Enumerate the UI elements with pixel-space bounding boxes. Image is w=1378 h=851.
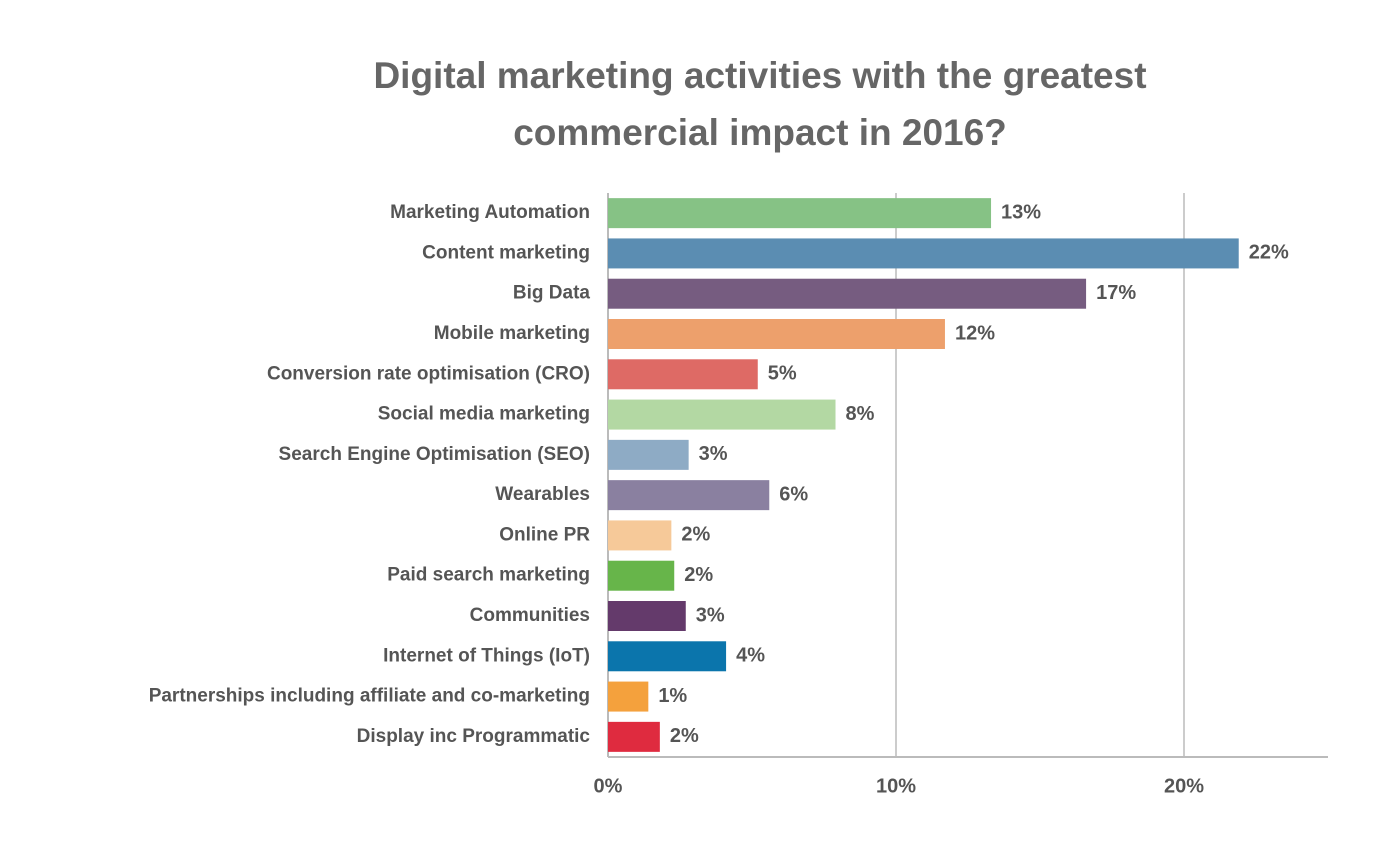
category-label: Display inc Programmatic [357, 726, 591, 747]
chart-title: Digital marketing activities with the gr… [373, 55, 1146, 96]
bar [608, 681, 649, 712]
value-label: 12% [955, 322, 995, 344]
bar [608, 520, 672, 551]
bar [608, 641, 727, 672]
bar [608, 721, 660, 752]
value-label: 2% [684, 564, 713, 586]
value-label: 1% [658, 685, 687, 707]
bar [608, 480, 770, 511]
category-label: Social media marketing [378, 404, 590, 425]
bar [608, 399, 836, 430]
value-label: 17% [1096, 282, 1136, 304]
category-label: Paid search marketing [387, 565, 590, 586]
value-label: 22% [1249, 242, 1289, 264]
category-label: Content marketing [422, 242, 590, 263]
bar [608, 560, 675, 591]
value-label: 4% [736, 645, 765, 667]
bar [608, 238, 1239, 269]
category-label: Wearables [495, 484, 590, 505]
category-label: Internet of Things (IoT) [383, 645, 590, 666]
bar [608, 319, 945, 349]
category-label: Communities [470, 605, 590, 626]
value-label: 2% [670, 725, 699, 747]
value-label: 6% [779, 483, 808, 505]
value-label: 8% [846, 403, 875, 425]
value-label: 3% [696, 604, 725, 626]
bar [608, 278, 1087, 309]
bar [608, 601, 686, 631]
x-tick-label: 0% [594, 775, 623, 797]
x-tick-label: 20% [1164, 775, 1204, 797]
value-label: 3% [699, 443, 728, 465]
value-label: 2% [681, 524, 710, 546]
category-label: Marketing Automation [390, 202, 590, 223]
value-label: 13% [1001, 201, 1041, 223]
x-tick-label: 10% [876, 775, 916, 797]
category-label: Mobile marketing [434, 323, 590, 344]
bar [608, 439, 689, 470]
category-label: Conversion rate optimisation (CRO) [267, 363, 590, 384]
value-label: 5% [768, 363, 797, 385]
category-label: Search Engine Optimisation (SEO) [279, 444, 590, 465]
bar [608, 359, 758, 390]
category-label: Big Data [513, 283, 591, 304]
chart-title: commercial impact in 2016? [513, 112, 1007, 153]
bar [608, 198, 992, 229]
category-label: Partnerships including affiliate and co-… [149, 686, 590, 707]
category-label: Online PR [499, 524, 590, 545]
